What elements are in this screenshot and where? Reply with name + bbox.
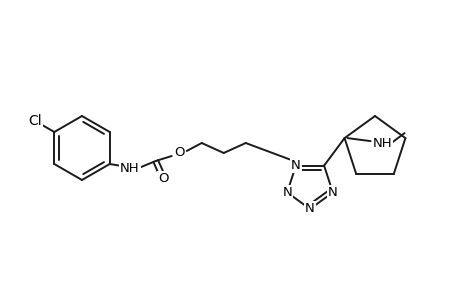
Text: O: O (158, 172, 168, 185)
Text: N: N (304, 202, 314, 215)
Text: N: N (282, 186, 291, 199)
Text: O: O (174, 146, 185, 160)
Text: Cl: Cl (28, 114, 42, 128)
Text: NH: NH (372, 136, 392, 150)
Text: N: N (327, 186, 337, 199)
Text: N: N (291, 159, 300, 172)
Text: NH: NH (120, 163, 139, 176)
